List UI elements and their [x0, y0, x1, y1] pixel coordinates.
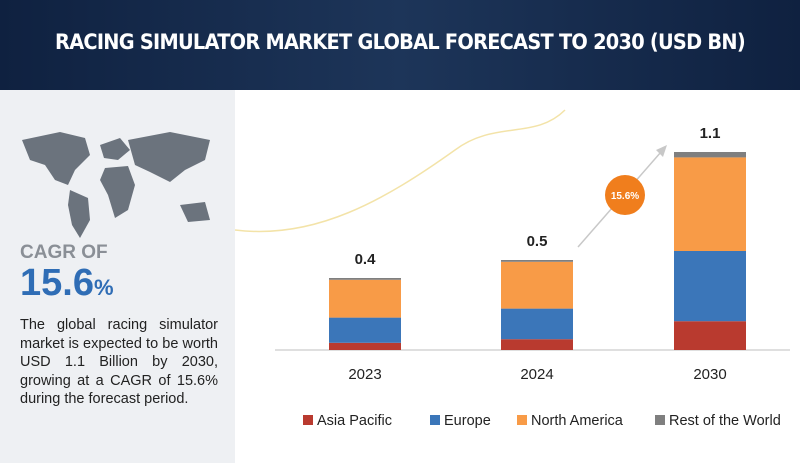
decor-swoosh: [235, 109, 566, 233]
cagr-number: 15.6: [20, 262, 94, 304]
x-tick-label: 2024: [520, 366, 553, 383]
legend-swatch: [303, 415, 313, 425]
annotation: 15.6%: [611, 191, 639, 202]
bar-segment: [674, 321, 746, 350]
bar-segment: [501, 339, 573, 350]
description: The global racing simulator market is ex…: [20, 317, 218, 407]
total-label: 0.4: [355, 251, 377, 268]
bar-segment: [329, 279, 401, 318]
legend-swatch: [430, 415, 440, 425]
bar-segment: [674, 152, 746, 158]
x-tick-label: 2023: [348, 366, 381, 383]
legend-swatch: [517, 415, 527, 425]
total-label: 0.5: [527, 233, 548, 250]
bar-segment: [674, 251, 746, 322]
cagr-label: CAGR OF: [20, 242, 108, 263]
bar-segment: [501, 308, 573, 340]
legend-label: Rest of the World: [669, 413, 781, 429]
bar-segment: [674, 157, 746, 251]
cagr-value: 15.6%: [20, 262, 114, 305]
cagr-unit: %: [93, 275, 114, 300]
total-label: 1.1: [700, 125, 721, 142]
title: RACING SIMULATOR MARKET GLOBAL FORECAST …: [55, 30, 746, 54]
sidebar: CAGR OF 15.6% The global racing simulato…: [0, 90, 235, 463]
legend-label: Europe: [444, 413, 491, 429]
bar-segment: [329, 278, 401, 280]
annotation-bubble: [605, 175, 645, 215]
legend-label: Asia Pacific: [317, 413, 392, 429]
bar-segment: [501, 261, 573, 309]
world-map: [22, 132, 210, 238]
header: RACING SIMULATOR MARKET GLOBAL FORECAST …: [0, 0, 800, 90]
x-tick-label: 2030: [693, 366, 726, 383]
bar-segment: [501, 260, 573, 262]
chart: 0.4 2023 0.5 2024 1.1 2030 15.6% Asia Pacific Eu…: [235, 109, 790, 429]
arrow-head: [656, 145, 667, 157]
legend-swatch: [655, 415, 665, 425]
bar-segment: [329, 342, 401, 350]
legend-label: North America: [531, 413, 624, 429]
bar-segment: [329, 317, 401, 343]
